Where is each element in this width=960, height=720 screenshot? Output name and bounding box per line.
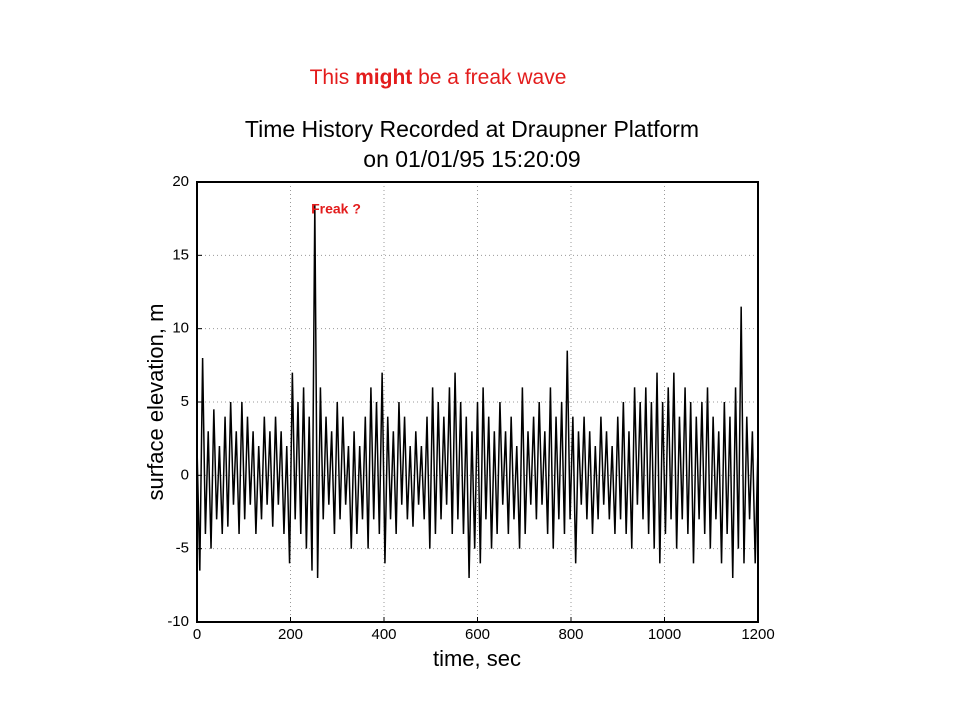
x-tick-label: 600 [465, 626, 490, 643]
chart-title: Time History Recorded at Draupner Platfo… [245, 116, 699, 142]
y-axis-label: surface elevation, m [143, 304, 168, 501]
headline: This might be a freak wave [310, 66, 567, 89]
y-tick-label: 15 [172, 246, 189, 263]
chart-subtitle: on 01/01/95 15:20:09 [363, 146, 580, 172]
headline-part: be a freak wave [412, 66, 566, 89]
headline-part: This [310, 66, 356, 89]
data-line [196, 203, 759, 579]
x-tick-label: 1000 [648, 626, 681, 643]
x-tick-label: 0 [193, 626, 201, 643]
x-tick-label: 800 [558, 626, 583, 643]
x-tick-label: 200 [278, 626, 303, 643]
annotation: Freak ? [311, 201, 361, 217]
y-tick-label: -10 [167, 613, 189, 630]
y-tick-label: 10 [172, 320, 189, 337]
y-tick-label: 0 [181, 466, 189, 483]
x-tick-label: 1200 [741, 626, 774, 643]
y-tick-label: 20 [172, 173, 189, 190]
x-tick-label: 400 [371, 626, 396, 643]
headline-emphasis: might [355, 66, 412, 89]
y-tick-label: -5 [176, 540, 189, 557]
x-axis-label: time, sec [433, 646, 521, 671]
plot-frame [196, 181, 759, 623]
y-tick-label: 5 [181, 393, 189, 410]
